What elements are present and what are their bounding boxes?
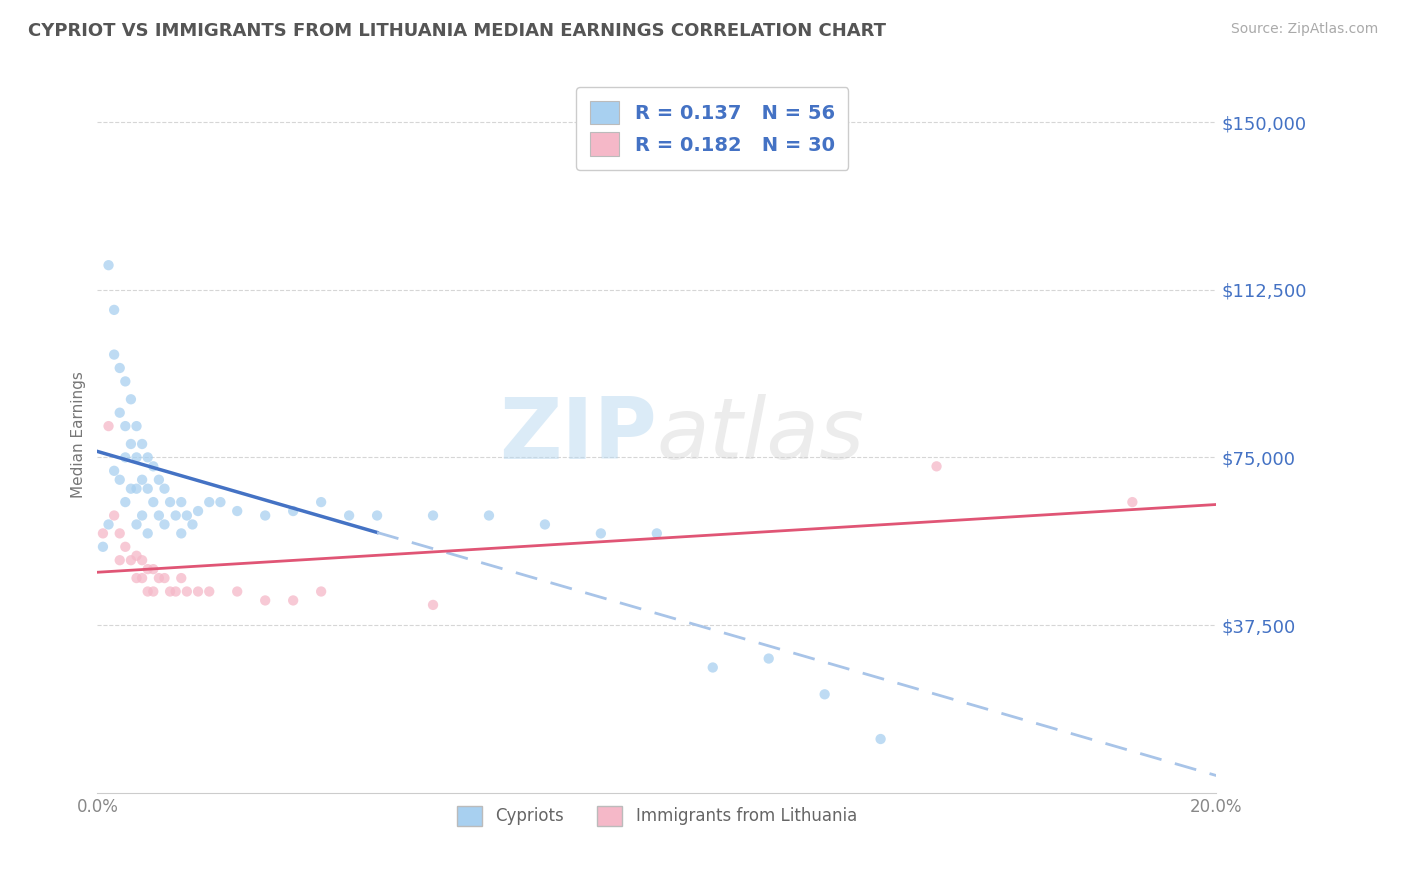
Point [165,508,187,523]
Text: CYPRIOT VS IMMIGRANTS FROM LITHUANIA MEDIAN EARNINGS CORRELATION CHART: CYPRIOT VS IMMIGRANTS FROM LITHUANIA MED… [28,22,886,40]
Point [337,508,360,523]
Point [120,392,142,407]
Legend: Cypriots, Immigrants from Lithuania: Cypriots, Immigrants from Lithuania [449,797,865,834]
Point [108,553,131,567]
Point [120,482,142,496]
Point [478,508,501,523]
Point [125,482,148,496]
Point [198,584,221,599]
Point [814,687,837,701]
Text: Source: ZipAtlas.com: Source: ZipAtlas.com [1230,22,1378,37]
Point [97,517,120,532]
Point [114,540,136,554]
Point [103,348,125,362]
Point [97,258,120,272]
Point [153,482,176,496]
Point [309,584,332,599]
Point [142,562,165,576]
Point [131,437,153,451]
Point [366,508,388,523]
Point [176,584,198,599]
Point [97,419,120,434]
Point [103,508,125,523]
Point [131,571,153,585]
Point [702,660,724,674]
Point [254,593,277,607]
Point [758,651,780,665]
Point [589,526,612,541]
Point [136,526,159,541]
Point [114,419,136,434]
Point [136,482,159,496]
Point [114,450,136,465]
Point [283,504,305,518]
Point [136,584,159,599]
Point [645,526,668,541]
Point [131,508,153,523]
Point [125,549,148,563]
Point [120,553,142,567]
Point [176,508,198,523]
Point [136,562,159,576]
Point [159,584,181,599]
Point [142,584,165,599]
Point [91,526,114,541]
Point [226,504,249,518]
Text: ZIP: ZIP [499,393,657,476]
Point [1121,495,1143,509]
Point [209,495,232,509]
Point [170,526,193,541]
Point [125,571,148,585]
Point [131,473,153,487]
Point [120,437,142,451]
Point [125,419,148,434]
Point [91,540,114,554]
Point [136,450,159,465]
Point [142,459,165,474]
Point [108,406,131,420]
Point [153,517,176,532]
Point [181,517,204,532]
Point [283,593,305,607]
Point [869,731,891,746]
Point [309,495,332,509]
Point [165,584,187,599]
Point [187,584,209,599]
Point [103,302,125,317]
Point [198,495,221,509]
Point [142,495,165,509]
Point [108,361,131,376]
Point [422,508,444,523]
Point [534,517,557,532]
Point [148,508,170,523]
Point [187,504,209,518]
Point [925,459,948,474]
Y-axis label: Median Earnings: Median Earnings [72,372,86,499]
Point [153,571,176,585]
Point [170,495,193,509]
Point [254,508,277,523]
Point [125,450,148,465]
Point [226,584,249,599]
Point [114,375,136,389]
Point [114,495,136,509]
Point [148,571,170,585]
Point [159,495,181,509]
Point [422,598,444,612]
Point [103,464,125,478]
Point [125,517,148,532]
Text: atlas: atlas [657,393,865,476]
Point [108,473,131,487]
Point [148,473,170,487]
Point [131,553,153,567]
Point [108,526,131,541]
Point [170,571,193,585]
